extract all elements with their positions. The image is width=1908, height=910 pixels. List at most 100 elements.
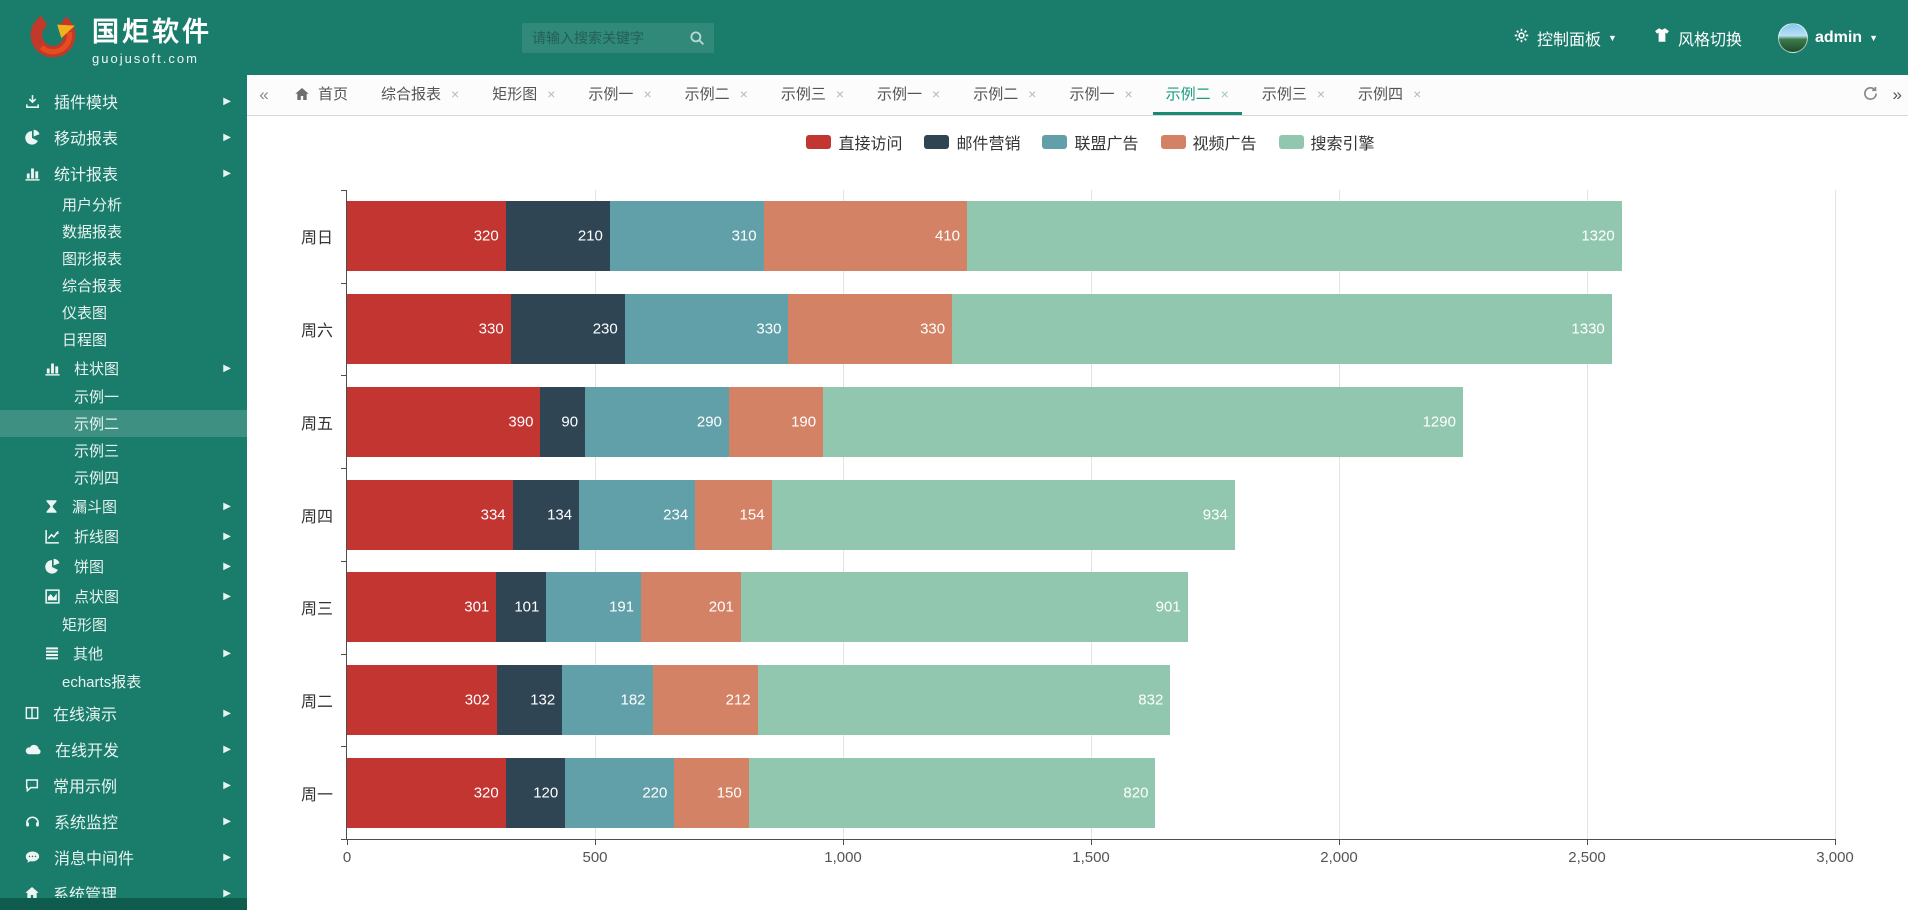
- bar-segment-邮件营销[interactable]: 132: [496, 664, 563, 735]
- bar-segment-联盟广告[interactable]: 182: [562, 664, 653, 735]
- sidebar-item-综合报表[interactable]: 综合报表: [0, 272, 247, 299]
- sidebar-item-示例三[interactable]: 示例三: [0, 437, 247, 464]
- close-icon[interactable]: ×: [547, 85, 556, 102]
- tab-矩形图[interactable]: 矩形图 ×: [479, 75, 568, 115]
- sidebar-item-示例一[interactable]: 示例一: [0, 383, 247, 410]
- bar-segment-邮件营销[interactable]: 210: [505, 201, 610, 272]
- sidebar-item-用户分析[interactable]: 用户分析: [0, 191, 247, 218]
- bar-segment-联盟广告[interactable]: 234: [579, 479, 696, 550]
- sidebar-item-系统监控[interactable]: 系统监控 ▶: [0, 803, 247, 839]
- bar-segment-邮件营销[interactable]: 230: [510, 294, 625, 365]
- bar-segment-视频广告[interactable]: 154: [695, 479, 772, 550]
- close-icon[interactable]: ×: [1413, 85, 1422, 102]
- sidebar-item-图形报表[interactable]: 图形报表: [0, 245, 247, 272]
- sidebar-item-其他[interactable]: 其他 ▶: [0, 638, 247, 668]
- bar-segment-视频广告[interactable]: 190: [728, 386, 824, 457]
- bar-segment-直接访问[interactable]: 302: [347, 664, 497, 735]
- sidebar-item-饼图[interactable]: 饼图 ▶: [0, 551, 247, 581]
- legend-item-联盟广告[interactable]: 联盟广告: [1042, 130, 1139, 154]
- legend-item-视频广告[interactable]: 视频广告: [1160, 130, 1257, 154]
- close-icon[interactable]: ×: [739, 85, 748, 102]
- tab-示例二[interactable]: 示例二 ×: [672, 75, 761, 115]
- bar-segment-搜索引擎[interactable]: 934: [771, 479, 1235, 550]
- control-panel-menu[interactable]: 控制面板 ▼: [1513, 26, 1617, 50]
- bar-segment-联盟广告[interactable]: 290: [585, 386, 729, 457]
- tab-示例二[interactable]: 示例二 ×: [960, 75, 1049, 115]
- sidebar-item-常用示例[interactable]: 常用示例 ▶: [0, 767, 247, 803]
- close-icon[interactable]: ×: [1124, 85, 1133, 102]
- stacked-bar: 320 120 220 150 820: [347, 757, 1835, 828]
- bar-segment-视频广告[interactable]: 410: [763, 201, 967, 272]
- sidebar-item-漏斗图[interactable]: 漏斗图 ▶: [0, 491, 247, 521]
- close-icon[interactable]: ×: [643, 85, 652, 102]
- tab-示例四[interactable]: 示例四 ×: [1345, 75, 1434, 115]
- bar-segment-视频广告[interactable]: 212: [652, 664, 758, 735]
- bar-segment-搜索引擎[interactable]: 1320: [966, 201, 1622, 272]
- close-icon[interactable]: ×: [932, 85, 941, 102]
- bar-segment-邮件营销[interactable]: 90: [540, 386, 586, 457]
- bar-segment-搜索引擎[interactable]: 1330: [952, 294, 1612, 365]
- bar-segment-联盟广告[interactable]: 310: [609, 201, 764, 272]
- bar-segment-直接访问[interactable]: 320: [347, 201, 506, 272]
- bar-segment-视频广告[interactable]: 201: [641, 572, 741, 643]
- sidebar-item-数据报表[interactable]: 数据报表: [0, 218, 247, 245]
- bar-segment-搜索引擎[interactable]: 901: [740, 572, 1188, 643]
- bar-segment-视频广告[interactable]: 330: [788, 294, 953, 365]
- bar-segment-搜索引擎[interactable]: 832: [757, 664, 1171, 735]
- style-switch-button[interactable]: 风格切换: [1653, 26, 1742, 50]
- sidebar-item-示例四[interactable]: 示例四: [0, 464, 247, 491]
- tab-示例三[interactable]: 示例三 ×: [1249, 75, 1338, 115]
- bar-segment-搜索引擎[interactable]: 1290: [823, 386, 1463, 457]
- bar-segment-视频广告[interactable]: 150: [674, 757, 749, 828]
- tabs-scroll-left-icon[interactable]: «: [259, 85, 269, 104]
- bar-segment-搜索引擎[interactable]: 820: [748, 757, 1156, 828]
- bar-segment-邮件营销[interactable]: 134: [512, 479, 580, 550]
- close-icon[interactable]: ×: [1316, 85, 1326, 102]
- legend-item-搜索引擎[interactable]: 搜索引擎: [1278, 130, 1375, 154]
- sidebar-item-在线开发[interactable]: 在线开发 ▶: [0, 731, 247, 767]
- legend-item-邮件营销[interactable]: 邮件营销: [924, 130, 1020, 154]
- legend-item-直接访问[interactable]: 直接访问: [806, 130, 902, 154]
- tab-示例二[interactable]: 示例二 ×: [1152, 75, 1242, 115]
- tab-示例一[interactable]: 示例一 ×: [864, 75, 953, 115]
- sidebar-item-统计报表[interactable]: 统计报表 ▶: [0, 155, 247, 191]
- sidebar-item-在线演示[interactable]: 在线演示 ▶: [0, 695, 247, 731]
- chevron-right-icon: ▶: [223, 500, 231, 512]
- sidebar-item-日程图[interactable]: 日程图: [0, 326, 247, 353]
- search-icon[interactable]: [688, 29, 706, 52]
- bar-segment-邮件营销[interactable]: 101: [496, 572, 547, 643]
- sidebar-item-折线图[interactable]: 折线图 ▶: [0, 521, 247, 551]
- bar-segment-联盟广告[interactable]: 191: [546, 572, 642, 643]
- columns-icon: [24, 705, 40, 721]
- sidebar-item-点状图[interactable]: 点状图 ▶: [0, 581, 247, 611]
- tab-示例一[interactable]: 示例一 ×: [1056, 75, 1145, 115]
- search-input[interactable]: [522, 22, 714, 53]
- sidebar-item-移动报表[interactable]: 移动报表 ▶: [0, 119, 247, 155]
- tab-首页[interactable]: 首页: [281, 75, 361, 115]
- bar-segment-直接访问[interactable]: 330: [347, 294, 511, 365]
- bar-segment-直接访问[interactable]: 334: [347, 479, 513, 550]
- bar-segment-联盟广告[interactable]: 220: [565, 757, 675, 828]
- sidebar-item-echarts报表[interactable]: echarts报表: [0, 668, 247, 695]
- sidebar-item-矩形图[interactable]: 矩形图: [0, 611, 247, 638]
- tab-示例一[interactable]: 示例一 ×: [575, 75, 664, 115]
- sidebar-item-柱状图[interactable]: 柱状图 ▶: [0, 353, 247, 383]
- bar-segment-联盟广告[interactable]: 330: [624, 294, 789, 365]
- bar-segment-直接访问[interactable]: 320: [347, 757, 506, 828]
- sidebar-item-消息中间件[interactable]: 消息中间件 ▶: [0, 839, 247, 875]
- sidebar-item-插件模块[interactable]: 插件模块 ▶: [0, 83, 247, 119]
- sidebar-item-示例二[interactable]: 示例二: [0, 410, 247, 437]
- bar-segment-邮件营销[interactable]: 120: [505, 757, 566, 828]
- tab-示例三[interactable]: 示例三 ×: [768, 75, 857, 115]
- tab-综合报表[interactable]: 综合报表 ×: [368, 75, 472, 115]
- bar-segment-直接访问[interactable]: 301: [347, 572, 497, 643]
- bar-segment-直接访问[interactable]: 390: [347, 386, 541, 457]
- close-icon[interactable]: ×: [451, 85, 460, 102]
- close-icon[interactable]: ×: [835, 85, 845, 102]
- tabs-scroll-right-icon[interactable]: »: [1892, 85, 1902, 104]
- close-icon[interactable]: ×: [1220, 85, 1229, 102]
- close-icon[interactable]: ×: [1028, 85, 1037, 102]
- refresh-icon[interactable]: [1862, 85, 1879, 106]
- user-menu[interactable]: admin ▼: [1777, 22, 1878, 53]
- sidebar-item-仪表图[interactable]: 仪表图: [0, 299, 247, 326]
